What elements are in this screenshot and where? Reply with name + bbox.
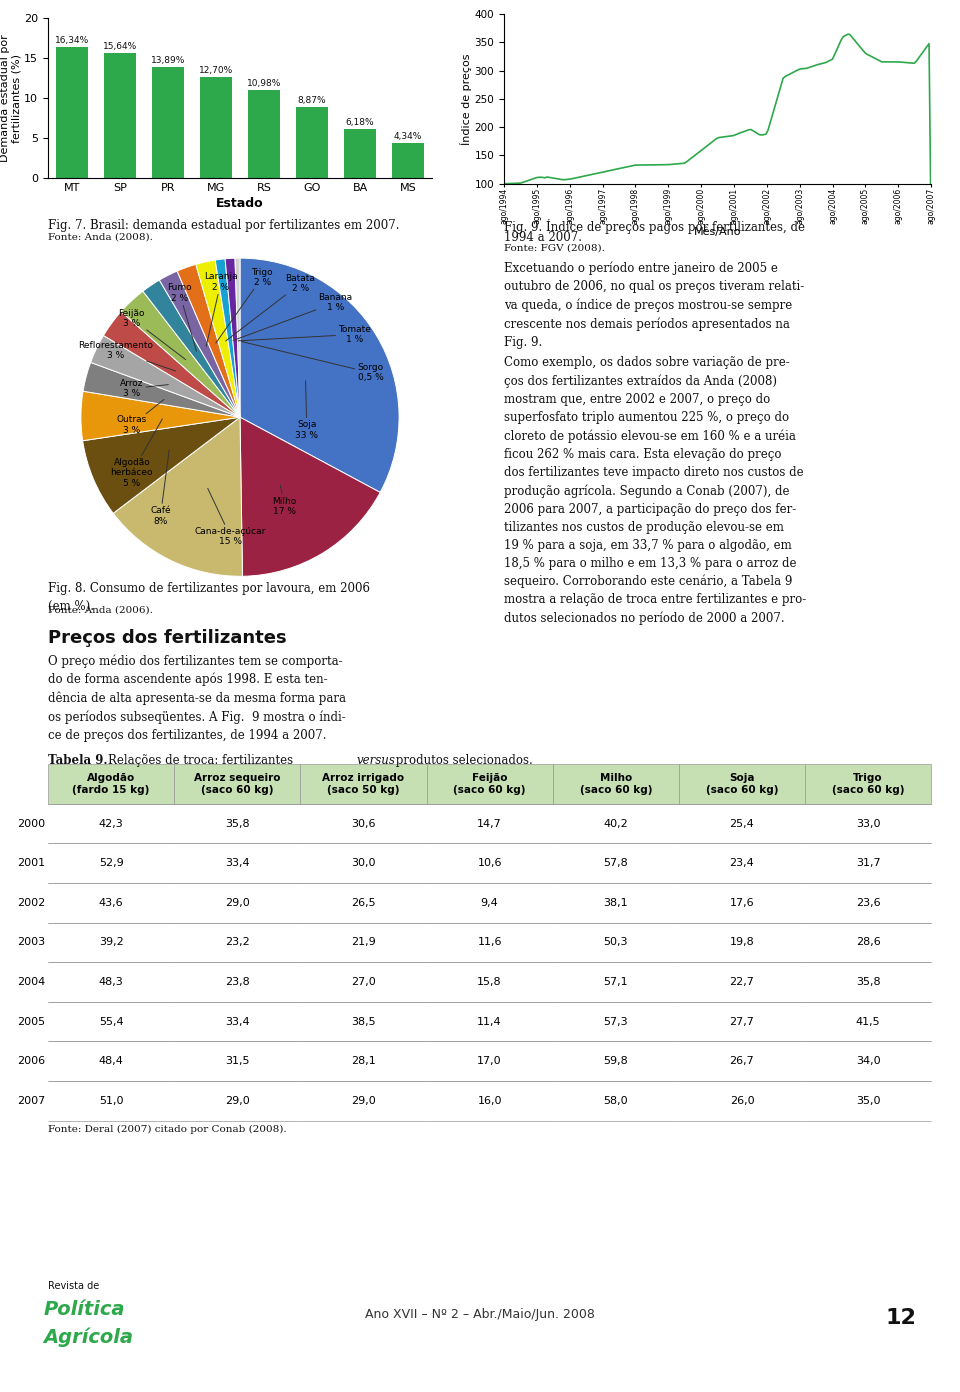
Text: Relações de troca: fertilizantes: Relações de troca: fertilizantes	[108, 754, 298, 767]
Wedge shape	[104, 312, 240, 418]
Text: Soja
33 %: Soja 33 %	[296, 381, 319, 440]
Text: Excetuando o período entre janeiro de 2005 e
outubro de 2006, no qual os preços : Excetuando o período entre janeiro de 20…	[504, 262, 804, 348]
Text: Café
8%: Café 8%	[150, 450, 171, 526]
Text: Trigo
2 %: Trigo 2 %	[216, 267, 273, 342]
Y-axis label: Demanda estadual por
fertilizantes (%): Demanda estadual por fertilizantes (%)	[0, 35, 21, 161]
Text: Fig. 9. Índice de preços pagos por fertilizantes, de: Fig. 9. Índice de preços pagos por ferti…	[504, 219, 805, 234]
Wedge shape	[240, 258, 399, 493]
Bar	[105, 53, 135, 178]
Text: Agrícola: Agrícola	[43, 1328, 133, 1347]
Bar	[297, 107, 327, 178]
Text: Fig. 7. Brasil: demanda estadual por fertilizantes em 2007.: Fig. 7. Brasil: demanda estadual por fer…	[48, 219, 399, 231]
Text: Batata
2 %: Batata 2 %	[226, 274, 316, 341]
Text: 12: 12	[886, 1308, 917, 1328]
Text: Algodão
herbáceo
5 %: Algodão herbáceo 5 %	[110, 419, 162, 487]
Bar	[153, 67, 183, 178]
Bar	[345, 128, 375, 178]
Text: Fumo
2 %: Fumo 2 %	[167, 284, 197, 351]
Text: 4,34%: 4,34%	[394, 132, 422, 142]
Wedge shape	[90, 335, 240, 418]
Wedge shape	[159, 271, 240, 418]
Text: O preço médio dos fertilizantes tem se comporta-
do de forma ascendente após 199: O preço médio dos fertilizantes tem se c…	[48, 654, 346, 742]
Text: Tomate
1 %: Tomate 1 %	[238, 324, 371, 344]
Wedge shape	[215, 259, 240, 418]
Wedge shape	[235, 258, 240, 418]
Bar	[249, 90, 279, 178]
Wedge shape	[143, 280, 240, 418]
X-axis label: Estado: Estado	[216, 198, 264, 210]
Text: Fonte: FGV (2008).: Fonte: FGV (2008).	[504, 244, 605, 252]
Text: Milho
17 %: Milho 17 %	[273, 486, 297, 516]
Text: Arroz
3 %: Arroz 3 %	[120, 379, 168, 398]
Text: Sorgo
0,5 %: Sorgo 0,5 %	[242, 341, 383, 383]
Text: 10,98%: 10,98%	[247, 79, 281, 88]
Text: Feijão
3 %: Feijão 3 %	[119, 309, 185, 359]
Wedge shape	[121, 291, 240, 418]
Text: Fig. 8. Consumo de fertilizantes por lavoura, em 2006
(em %).: Fig. 8. Consumo de fertilizantes por lav…	[48, 582, 370, 612]
Text: versus: versus	[356, 754, 395, 767]
X-axis label: Mês/Ano: Mês/Ano	[694, 227, 741, 237]
Text: Tabela 9.: Tabela 9.	[48, 754, 111, 767]
Text: 12,70%: 12,70%	[199, 65, 233, 75]
Text: Fonte: Deral (2007) citado por Conab (2008).: Fonte: Deral (2007) citado por Conab (20…	[48, 1125, 287, 1134]
Text: 15,64%: 15,64%	[103, 42, 137, 52]
Text: Fonte: Anda (2008).: Fonte: Anda (2008).	[48, 232, 153, 241]
Bar	[393, 143, 423, 178]
Wedge shape	[196, 260, 240, 418]
Text: Banana
1 %: Banana 1 %	[233, 292, 352, 341]
Wedge shape	[84, 362, 240, 418]
Bar	[57, 47, 87, 178]
Wedge shape	[83, 418, 240, 514]
Text: Outras
3 %: Outras 3 %	[117, 400, 164, 434]
Text: 8,87%: 8,87%	[298, 96, 326, 106]
Text: Política: Política	[43, 1300, 125, 1320]
Y-axis label: Índice de preços: Índice de preços	[460, 53, 471, 145]
Wedge shape	[225, 258, 240, 418]
Text: Revista de: Revista de	[48, 1281, 99, 1290]
Text: 13,89%: 13,89%	[151, 56, 185, 65]
Text: Ano XVII – Nº 2 – Abr./Maio/Jun. 2008: Ano XVII – Nº 2 – Abr./Maio/Jun. 2008	[365, 1308, 595, 1321]
Text: Fonte: Anda (2006).: Fonte: Anda (2006).	[48, 606, 153, 614]
Text: produtos selecionados.: produtos selecionados.	[392, 754, 533, 767]
Text: Laranja
2 %: Laranja 2 %	[204, 273, 238, 347]
Text: 1994 a 2007.: 1994 a 2007.	[504, 231, 582, 244]
Wedge shape	[81, 391, 240, 441]
Text: Reflorestamento
3 %: Reflorestamento 3 %	[79, 341, 176, 372]
Wedge shape	[177, 264, 240, 418]
Text: Como exemplo, os dados sobre variação de pre-
ços dos fertilizantes extraídos da: Como exemplo, os dados sobre variação de…	[504, 356, 806, 625]
Bar	[201, 77, 231, 178]
Text: 6,18%: 6,18%	[346, 118, 374, 127]
Text: 16,34%: 16,34%	[55, 36, 89, 46]
Text: Preços dos fertilizantes: Preços dos fertilizantes	[48, 629, 287, 647]
Wedge shape	[240, 418, 380, 576]
Wedge shape	[113, 418, 243, 576]
Text: Cana-de-açúcar
15 %: Cana-de-açúcar 15 %	[195, 489, 266, 546]
